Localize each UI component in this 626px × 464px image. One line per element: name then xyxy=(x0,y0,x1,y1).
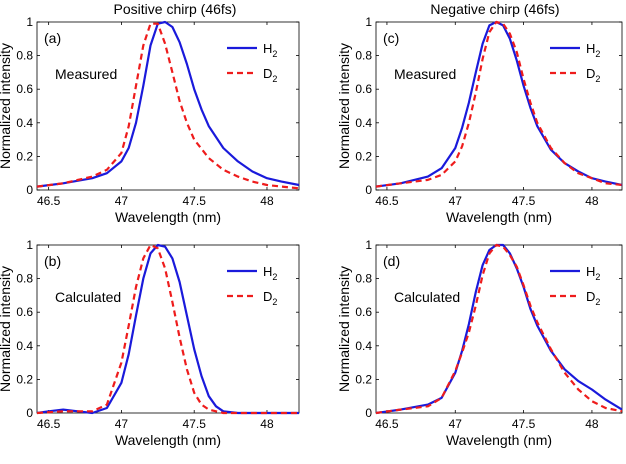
panel-label: (a) xyxy=(44,30,61,46)
plot-frame xyxy=(36,244,300,414)
y-tick-label: 0 xyxy=(365,406,372,420)
series-line-h2 xyxy=(36,20,300,188)
column-title-negative-chirp: Negative chirp (46fs) xyxy=(430,1,559,17)
x-tick-label: 46.5 xyxy=(37,417,61,431)
legend-subscript: 2 xyxy=(595,297,600,307)
x-tick-label: 46.5 xyxy=(37,194,61,208)
panel-annotation: Calculated xyxy=(55,289,121,305)
series-line-d2 xyxy=(36,243,299,415)
legend-subscript: 2 xyxy=(595,272,600,282)
y-axis-label: Normalized intensity xyxy=(336,43,352,169)
x-tick-label: 47 xyxy=(449,417,463,431)
chart-panel-a: 46.5 47 47.5 48 0 0.2 0.4 0.6 0.8 1 Wavelength (nm… xyxy=(0,15,300,225)
panel-annotation: Calculated xyxy=(394,289,460,305)
x-tick-label: 46.5 xyxy=(375,417,399,431)
x-axis-label: Wavelength (nm) xyxy=(115,209,221,225)
legend-subscript: 2 xyxy=(272,272,277,282)
y-tick-label: 0.2 xyxy=(355,372,372,386)
legend-label-h2: H2 xyxy=(263,264,277,282)
x-tick-label: 47 xyxy=(115,194,129,208)
x-tick-label: 48 xyxy=(585,417,599,431)
y-tick-label: 0 xyxy=(26,406,33,420)
x-tick-label: 47 xyxy=(449,194,463,208)
chart-panel-d: 46.5 47 47.5 48 0 0.2 0.4 0.6 0.8 1 Wavelength (nm… xyxy=(336,238,623,448)
legend-subscript: 2 xyxy=(595,49,600,59)
series-line-h2 xyxy=(375,243,623,415)
y-tick-label: 0.6 xyxy=(16,305,33,319)
y-tick-label: 1 xyxy=(365,238,372,252)
y-axis-label: Normalized intensity xyxy=(0,43,13,169)
legend-label-d2: D2 xyxy=(263,289,277,307)
y-tick-label: 0.6 xyxy=(16,82,33,96)
legend-label-h2: H2 xyxy=(586,41,600,59)
x-tick-label: 47.5 xyxy=(512,194,536,208)
y-tick-label: 0.4 xyxy=(355,116,372,130)
y-tick-label: 0.6 xyxy=(355,82,372,96)
panel-annotation: Measured xyxy=(55,66,117,82)
legend-label-h2: H2 xyxy=(263,41,277,59)
x-axis-label: Wavelength (nm) xyxy=(115,432,221,448)
y-tick-label: 0.4 xyxy=(16,339,33,353)
y-axis-label: Normalized intensity xyxy=(336,266,352,392)
series-line-d2 xyxy=(36,22,300,190)
chart-panel-c: 46.5 47 47.5 48 0 0.2 0.4 0.6 0.8 1 Wavelength (nm… xyxy=(336,15,623,225)
legend-label-d2: D2 xyxy=(263,66,277,84)
y-tick-label: 0.8 xyxy=(355,272,372,286)
x-tick-label: 47.5 xyxy=(183,194,207,208)
y-tick-label: 0.4 xyxy=(16,116,33,130)
y-tick-label: 0 xyxy=(26,183,33,197)
series-line-h2 xyxy=(36,243,299,415)
y-tick-label: 0.2 xyxy=(355,149,372,163)
y-tick-label: 1 xyxy=(365,15,372,29)
y-tick-label: 0.2 xyxy=(16,149,33,163)
panel-annotation: Measured xyxy=(394,66,456,82)
legend-subscript: 2 xyxy=(272,49,277,59)
x-tick-label: 47.5 xyxy=(512,417,536,431)
x-axis-label: Wavelength (nm) xyxy=(446,432,552,448)
x-axis-label: Wavelength (nm) xyxy=(446,209,552,225)
panel-label: (c) xyxy=(383,30,399,46)
column-title-positive-chirp: Positive chirp (46fs) xyxy=(114,1,237,17)
panel-label: (b) xyxy=(44,253,61,269)
y-tick-label: 0.8 xyxy=(16,272,33,286)
panel-label: (d) xyxy=(383,253,400,269)
y-tick-label: 0.6 xyxy=(355,305,372,319)
y-tick-label: 1 xyxy=(26,15,33,29)
y-tick-label: 0.2 xyxy=(16,372,33,386)
y-tick-label: 1 xyxy=(26,238,33,252)
y-tick-label: 0 xyxy=(365,183,372,197)
y-tick-label: 0.8 xyxy=(355,49,372,63)
x-tick-label: 48 xyxy=(585,194,599,208)
y-axis-label: Normalized intensity xyxy=(0,266,13,392)
legend-subscript: 2 xyxy=(595,74,600,84)
y-tick-label: 0.8 xyxy=(16,49,33,63)
plot-frame xyxy=(36,21,300,191)
x-tick-label: 48 xyxy=(260,417,274,431)
legend-subscript: 2 xyxy=(272,297,277,307)
legend-label-h2: H2 xyxy=(586,264,600,282)
chart-panel-b: 46.5 47 47.5 48 0 0.2 0.4 0.6 0.8 1 Wavelength (nm… xyxy=(0,238,300,448)
y-tick-label: 0.4 xyxy=(355,339,372,353)
x-tick-label: 47.5 xyxy=(183,417,207,431)
legend-label-d2: D2 xyxy=(586,289,600,307)
x-tick-label: 48 xyxy=(260,194,274,208)
x-tick-label: 47 xyxy=(115,417,129,431)
legend-label-d2: D2 xyxy=(586,66,600,84)
legend-subscript: 2 xyxy=(272,74,277,84)
x-tick-label: 46.5 xyxy=(375,194,399,208)
